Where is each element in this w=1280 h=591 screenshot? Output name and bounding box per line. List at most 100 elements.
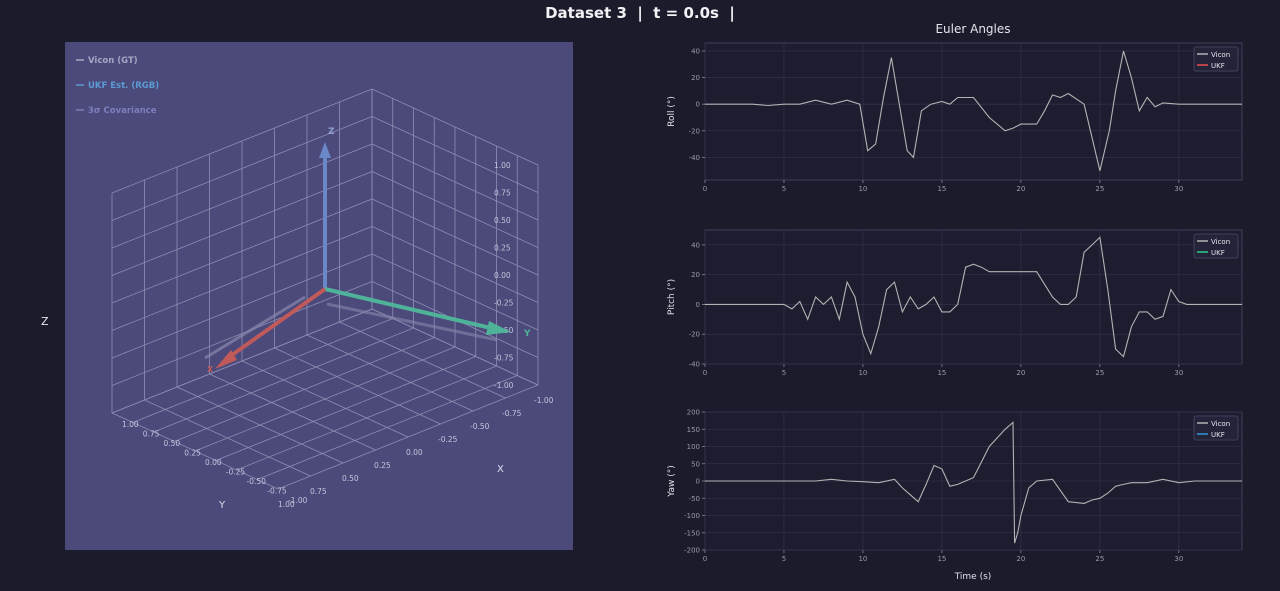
legend-label: 3σ Covariance [88,106,157,116]
y-tick-label: 0.75 [310,487,327,496]
y-tick-label: 0 [696,478,700,486]
y-tick-label: 0.25 [374,461,391,470]
y-tick-label: -150 [684,529,700,537]
y-tick-label: 20 [691,74,700,82]
y-tick-label: 0 [696,101,700,109]
series-line-vicon [705,236,1242,358]
legend-label: UKF Est. (RGB) [88,81,159,91]
z-tick-label: -0.75 [494,354,514,363]
euler-angles-plots: Euler Angles 0 5 10 15 20 25 30 -40 -20 0 20 40 Roll … [650,18,1280,587]
series-line-vicon [705,50,1242,171]
y-tick-label: 100 [687,443,700,451]
x-tick-label: 10 [858,555,867,563]
z-tick-label: 0.25 [494,244,511,253]
x-tick-label: 20 [1016,185,1025,193]
x-tick-label: -0.50 [247,477,267,486]
x-tick-label: -1.00 [288,496,308,505]
scene-legend: Vicon (GT) UKF Est. (RGB) 3σ Covariance [76,56,159,116]
x-tick-label: -0.25 [226,468,246,477]
legend-label: UKF [1211,249,1225,257]
subplot-3: 0 5 10 15 20 25 30 -200 -150 -100 -50 0 50 100 150 200 Y… [667,409,1243,563]
x-tick-label: 30 [1174,185,1183,193]
legend-label: UKF [1211,62,1225,70]
plot-area [704,229,1243,365]
3d-scene[interactable]: -1.00 -1.00 1.00 -0.75 -0.75 0.75 -0.50 -0.50 0.… [65,42,573,550]
wall-grid-line [371,88,539,166]
series-line-vicon [705,421,1242,544]
floor-grid-line [176,386,344,464]
y-tick-label: 0.50 [342,474,359,483]
y-tick-label: -100 [684,512,700,520]
plot-area [704,42,1243,181]
y-axis-label: Y [218,500,226,511]
y-axis-label: Pitch (°) [667,279,677,315]
z-tick-label: 0.75 [494,189,511,198]
z-tick-label: -1.00 [494,381,514,390]
wall-grid-line [371,116,539,193]
z-tick-label: 1.00 [494,161,511,170]
y-tick-label: -0.50 [470,422,490,431]
x-tick-label: 15 [937,555,946,563]
x-tick-label: 15 [937,185,946,193]
x-tick-label: 10 [858,185,867,193]
y-tick-label: -0.25 [438,435,458,444]
x-tick-label: 0 [703,555,707,563]
wall-grid-line [111,198,373,304]
wall-grid-line [111,171,373,276]
y-frame-axis [324,287,496,331]
z-tick-label: 0.50 [494,216,511,225]
y-frame-label: Y [523,329,531,339]
z-frame-label: Z [328,127,335,137]
x-frame-arrowhead [215,350,237,369]
x-tick-label: 10 [858,369,867,377]
wall-grid-line [111,116,373,221]
x-tick-label: 25 [1095,555,1104,563]
floor-grid-line [111,412,279,490]
plot-legend: Vicon UKF [1193,46,1239,72]
x-tick-label: 25 [1095,369,1104,377]
y-tick-label: 150 [687,426,700,434]
z-tick-label: -0.25 [494,299,514,308]
legend-label: Vicon (GT) [88,56,138,66]
x-tick-label: 0.00 [205,458,222,467]
wall-grid-line [371,143,539,221]
legend-label: UKF [1211,431,1225,439]
x-axis-label: Time (s) [954,572,992,582]
3d-scene-panel[interactable]: -1.00 -1.00 1.00 -0.75 -0.75 0.75 -0.50 -0.50 0.… [65,42,573,550]
x-tick-label: 0.50 [164,439,181,448]
z-tick-label: 0.00 [494,271,511,280]
x-tick-label: -0.75 [267,487,287,496]
x-frame-axis [223,287,327,362]
x-axis-label: X [497,464,504,475]
y-tick-label: -20 [689,127,700,135]
y-axis-label: Roll (°) [667,96,677,127]
x-tick-label: 20 [1016,369,1025,377]
wall-grid-line [371,171,539,248]
z-axis-label: Z [41,315,49,328]
floor-grid-line [209,373,376,451]
floor-grid-line [236,365,497,471]
grid-lines [111,88,539,490]
x-tick-label: 15 [937,369,946,377]
y-tick-label: 200 [687,409,700,417]
plot-legend: Vicon UKF [1193,233,1239,259]
y-tick-label: 20 [691,271,700,279]
y-axis-projection [326,302,498,342]
legend-label: Vicon [1211,238,1230,246]
plot-legend: Vicon UKF [1193,415,1239,441]
figure-title: Dataset 3 | t = 0.0s | [545,4,735,22]
y-axis-label: Yaw (°) [667,465,677,498]
y-tick-label: -50 [689,495,700,503]
floor-grid-line [277,384,539,490]
x-tick-label: 0 [703,185,707,193]
floor-grid-line [215,356,476,461]
y-tick-label: -200 [684,547,700,555]
y-tick-label: -0.75 [502,409,522,418]
x-tick-label: 30 [1174,555,1183,563]
y-tick-label: -20 [689,331,700,339]
subplot-2: 0 5 10 15 20 25 30 -40 -20 0 20 40 Pitch (°) Vicon UKF [667,229,1243,377]
x-tick-label: 0 [703,369,707,377]
x-tick-label: 25 [1095,185,1104,193]
scene-background [65,42,573,550]
